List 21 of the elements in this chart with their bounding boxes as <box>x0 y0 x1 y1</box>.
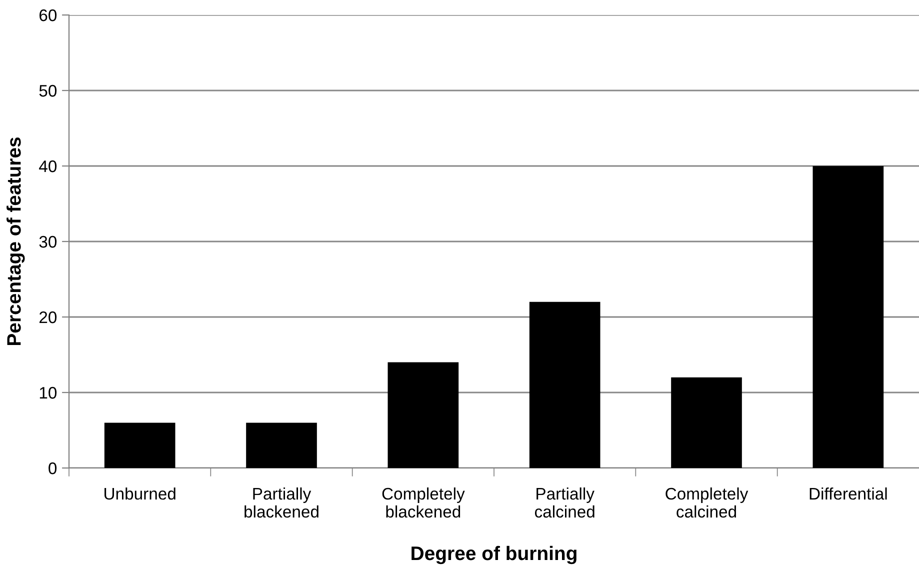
x-tick-label: Partially calcined <box>534 487 594 518</box>
x-tick-label: Partially blackened <box>244 487 318 518</box>
y-tick-label: 60 <box>40 9 57 22</box>
x-tick-label: Completely blackened <box>382 487 465 518</box>
bar <box>671 377 742 468</box>
bar <box>529 302 600 468</box>
y-axis-title: Percentage of features <box>6 137 25 346</box>
bar <box>104 422 176 468</box>
y-tick-label: 50 <box>39 84 57 97</box>
x-axis-title: Degree of burning <box>412 546 576 564</box>
y-tick-label: 40 <box>39 160 57 172</box>
y-tick-label: 30 <box>39 236 57 248</box>
y-tick-label: 20 <box>39 311 57 324</box>
bar <box>812 166 884 468</box>
y-tick-label: 0 <box>48 462 57 474</box>
x-tick-label: Completely calcined <box>666 487 748 518</box>
x-tick-label: Unburned <box>104 487 176 500</box>
bar <box>246 422 317 468</box>
y-tick-label: 10 <box>40 386 57 399</box>
bar <box>388 362 459 468</box>
x-tick-label: Differential <box>810 487 887 500</box>
